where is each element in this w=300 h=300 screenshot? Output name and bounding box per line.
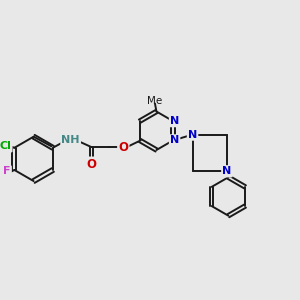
Text: N: N <box>188 130 197 140</box>
Text: F: F <box>3 167 11 176</box>
Text: O: O <box>118 140 128 154</box>
Text: Me: Me <box>147 96 163 106</box>
Text: O: O <box>86 158 96 171</box>
Text: N: N <box>170 135 179 146</box>
Text: N: N <box>222 166 232 176</box>
Text: Cl: Cl <box>0 141 11 151</box>
Text: NH: NH <box>61 135 80 145</box>
Text: N: N <box>170 116 179 126</box>
